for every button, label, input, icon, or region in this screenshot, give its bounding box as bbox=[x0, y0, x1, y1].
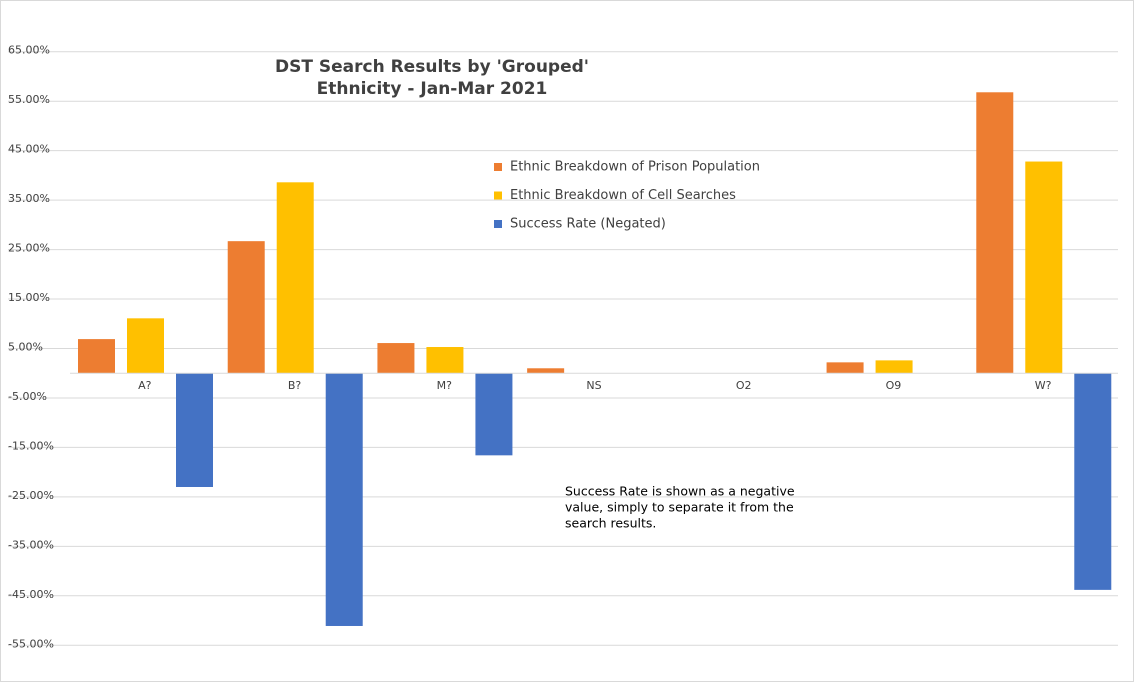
y-tick-label: 65.00% bbox=[8, 44, 50, 57]
annotation: value, simply to separate it from the bbox=[565, 500, 794, 515]
bar bbox=[1074, 373, 1112, 590]
x-tick-label: B? bbox=[288, 379, 302, 392]
x-tick-label: A? bbox=[138, 379, 152, 392]
bar bbox=[826, 362, 864, 374]
legend-swatch bbox=[494, 220, 502, 228]
bar bbox=[276, 182, 314, 374]
x-tick-label: O2 bbox=[736, 379, 752, 392]
y-tick-label: 35.00% bbox=[8, 192, 50, 205]
bar bbox=[176, 373, 213, 487]
y-tick-label: 5.00% bbox=[8, 341, 43, 354]
y-tick-label: 55.00% bbox=[8, 93, 50, 106]
y-tick-label: 25.00% bbox=[8, 242, 50, 255]
y-tick-label: -25.00% bbox=[8, 489, 54, 502]
y-tick-label: -45.00% bbox=[8, 588, 54, 601]
bar bbox=[426, 347, 464, 374]
y-tick-label: -55.00% bbox=[8, 637, 54, 650]
bar bbox=[377, 343, 415, 374]
legend-label: Ethnic Breakdown of Cell Searches bbox=[510, 188, 736, 203]
bar bbox=[227, 241, 265, 374]
bar bbox=[475, 373, 513, 456]
bar bbox=[325, 373, 363, 626]
bar bbox=[527, 368, 565, 374]
y-tick-label: -35.00% bbox=[8, 538, 54, 551]
y-tick-label: 45.00% bbox=[8, 143, 50, 156]
bar bbox=[976, 92, 1014, 374]
x-tick-label: NS bbox=[586, 379, 601, 392]
annotation: search results. bbox=[565, 516, 656, 531]
x-tick-label: M? bbox=[437, 379, 452, 392]
legend-swatch bbox=[494, 163, 502, 171]
legend-swatch bbox=[494, 191, 502, 200]
legend-label: Ethnic Breakdown of Prison Population bbox=[510, 160, 760, 175]
chart-title: Ethnicity - Jan-Mar 2021 bbox=[317, 79, 548, 99]
bar bbox=[1025, 161, 1063, 374]
legend-label: Success Rate (Negated) bbox=[510, 217, 666, 232]
chart-title: DST Search Results by 'Grouped' bbox=[275, 57, 589, 77]
y-tick-label: -15.00% bbox=[8, 439, 54, 452]
x-tick-label: W? bbox=[1035, 379, 1052, 392]
annotation: Success Rate is shown as a negative bbox=[565, 484, 795, 499]
y-tick-label: -5.00% bbox=[8, 390, 47, 403]
bar bbox=[875, 360, 913, 374]
y-tick-label: 15.00% bbox=[8, 291, 50, 304]
bar bbox=[127, 318, 164, 374]
x-tick-label: O9 bbox=[886, 379, 902, 392]
bar bbox=[78, 339, 115, 374]
